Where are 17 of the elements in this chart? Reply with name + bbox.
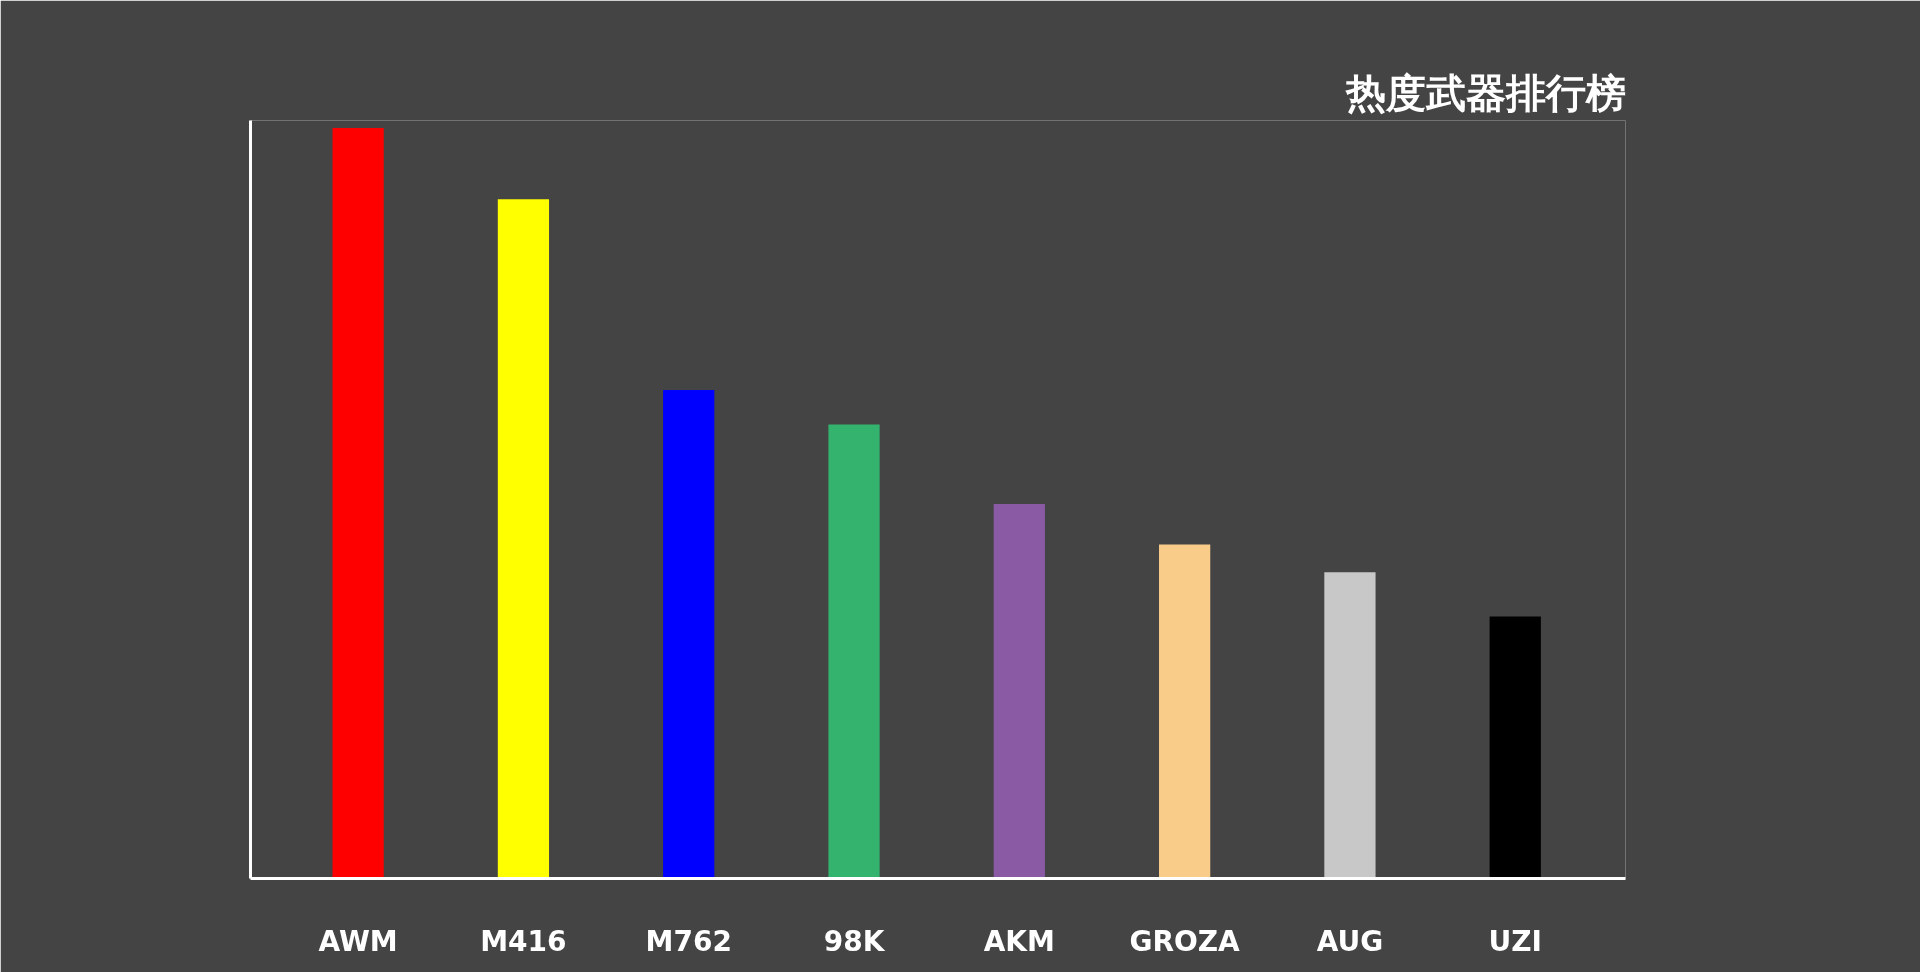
x-tick-label: AKM xyxy=(983,924,1055,958)
bar xyxy=(993,504,1045,879)
bar xyxy=(828,424,880,879)
bar xyxy=(497,199,550,879)
x-tick-label: AUG xyxy=(1316,924,1384,958)
x-tick-label: GROZA xyxy=(1129,924,1241,958)
x-tick-label: M416 xyxy=(480,924,567,958)
x-tick-label: 98K xyxy=(823,924,886,958)
bar xyxy=(332,128,384,879)
bar xyxy=(663,389,715,879)
bar xyxy=(1159,544,1211,879)
x-tick-label: M762 xyxy=(645,924,732,958)
x-tick-label: UZI xyxy=(1488,924,1542,958)
bar xyxy=(1489,616,1541,879)
x-tick-label: AWM xyxy=(318,924,398,958)
chart-title: 热度武器排行榜 xyxy=(1344,69,1626,116)
bar xyxy=(1324,572,1376,879)
